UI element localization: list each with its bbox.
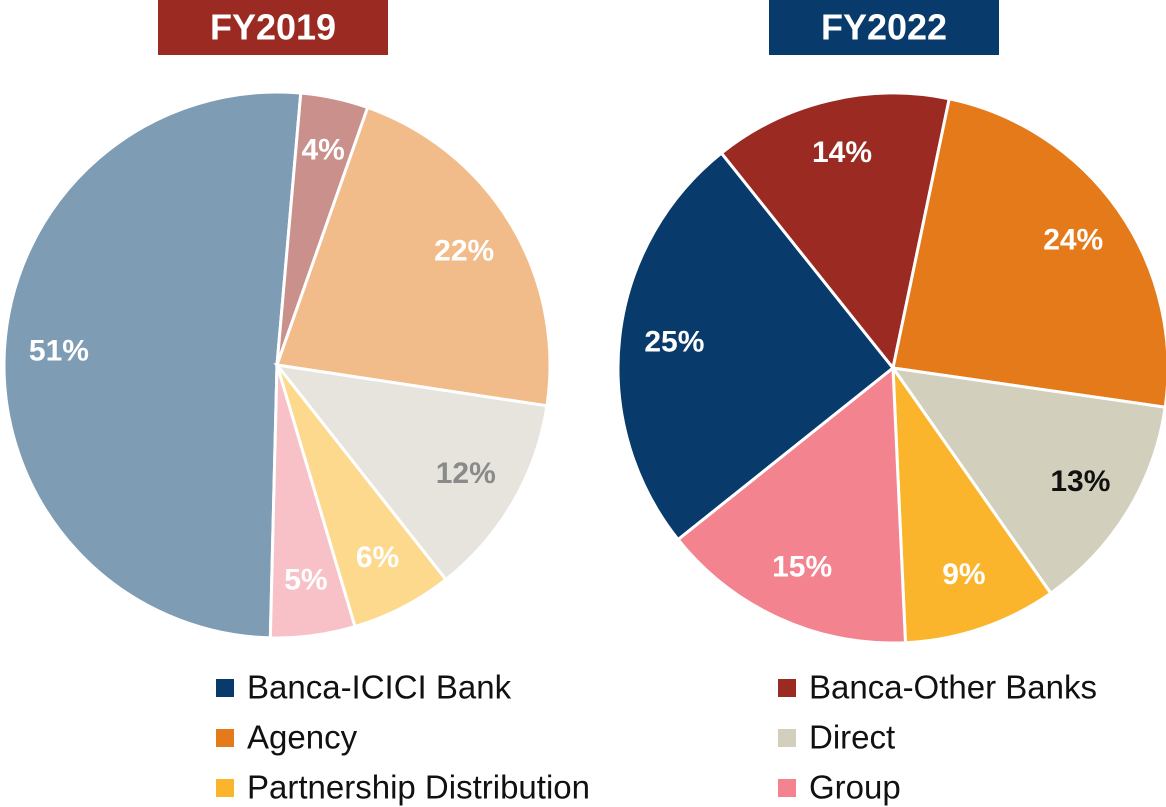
- pie-slice: [273, 362, 549, 582]
- legend-label: Direct: [809, 719, 895, 756]
- legend-swatch: [216, 679, 234, 697]
- legend-swatch: [778, 679, 796, 697]
- pie-slice: [891, 362, 1053, 645]
- legend-label: Group: [809, 769, 901, 806]
- legend-swatch: [778, 729, 796, 747]
- pie-slice: [719, 91, 952, 372]
- pie-slice: [268, 364, 357, 640]
- legend-label: Banca-Other Banks: [809, 669, 1097, 706]
- legend-label: Banca-ICICI Bank: [247, 669, 512, 706]
- data-label: 6%: [356, 541, 399, 574]
- legend-swatch: [216, 779, 234, 797]
- data-label: 4%: [301, 133, 344, 166]
- pie-slice: [675, 364, 908, 645]
- pie-slice: [616, 150, 896, 542]
- data-label: 13%: [1050, 465, 1110, 498]
- data-label: 51%: [29, 335, 89, 368]
- data-label: 14%: [812, 136, 872, 169]
- data-label: 22%: [434, 234, 494, 267]
- pie-slice: [891, 97, 1166, 409]
- title-box: [769, 0, 999, 55]
- legend-label: Agency: [247, 719, 358, 756]
- data-label: 12%: [436, 457, 496, 490]
- title-box: [158, 0, 388, 55]
- pie-slice: [889, 366, 1166, 596]
- legend-swatch: [778, 779, 796, 797]
- legend-swatch: [216, 729, 234, 747]
- chart-title: FY2022: [821, 7, 947, 48]
- chart-title: FY2019: [210, 7, 336, 48]
- pie-slice: [274, 105, 552, 408]
- pie-slice: [2, 90, 303, 640]
- data-label: 5%: [284, 563, 327, 596]
- data-label: 15%: [772, 550, 832, 583]
- legend-label: Partnership Distribution: [247, 769, 590, 806]
- data-label: 24%: [1043, 224, 1103, 257]
- data-label: 9%: [942, 558, 985, 591]
- data-label: 25%: [644, 325, 704, 358]
